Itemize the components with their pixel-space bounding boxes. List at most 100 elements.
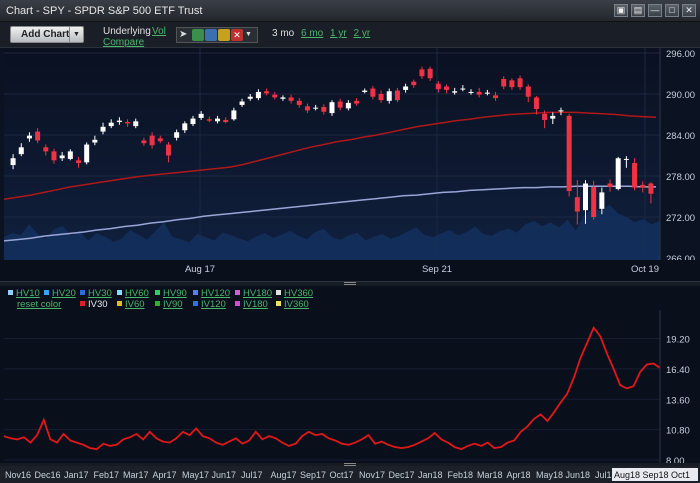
legend-swatch-icon [80,301,85,306]
candle-body [411,81,417,86]
candle [190,115,196,127]
volatility-chart[interactable]: 19.20 16.40 13.60 10.80 8.00 [0,310,700,465]
candle-body [92,139,98,143]
legend-label[interactable]: IV360 [284,299,309,310]
candle [501,76,507,90]
dropdown-icon[interactable]: ▼ [245,31,252,38]
legend-label[interactable]: HV120 [201,288,231,299]
candle [615,156,621,191]
legend-swatch-icon [8,290,13,295]
legend-item-hv60[interactable]: HV60 [117,288,149,299]
candle-body [59,155,65,159]
legend-swatch-icon [44,290,49,295]
range-2yr[interactable]: 2 yr [353,28,371,39]
cursor-icon[interactable]: ➤ [179,29,188,40]
candle-body [206,119,212,121]
y-tick-label: 284.00 [666,131,695,142]
legend-item-iv120[interactable]: IV120 [193,299,226,310]
legend-item-hv90[interactable]: HV90 [155,288,187,299]
range-1yr[interactable]: 1 yr [330,28,347,39]
candle [329,100,335,116]
candle [133,118,139,129]
bottom-divider[interactable] [0,463,700,467]
candle-body [280,97,286,99]
candle-body [26,135,32,139]
candle-body [542,113,548,120]
camera-icon[interactable]: ▣ [614,4,628,17]
candle [550,112,556,125]
refresh-icon[interactable] [192,29,204,41]
price-chart[interactable]: 296.00 290.00 284.00 278.00 272.00 266.00 Aug … [0,48,700,283]
print-icon[interactable]: ▤ [631,4,645,17]
legend-swatch-icon [155,290,160,295]
y-tick-label: 290.00 [666,90,695,101]
legend-item-iv60[interactable]: IV60 [117,299,145,310]
legend-item-hv120[interactable]: HV120 [193,288,230,299]
legend-label[interactable]: IV120 [201,299,226,310]
candle [533,96,539,115]
window-title: Chart - SPY - SPDR S&P 500 ETF Trust [6,5,203,17]
range-highlight[interactable] [612,468,698,481]
draw-line-icon[interactable] [205,29,217,41]
delete-icon[interactable]: ✕ [231,29,243,41]
candle-body [321,106,327,112]
legend-label[interactable]: IV180 [243,299,268,310]
candle [632,158,638,191]
legend-item-hv10[interactable]: HV10 [8,288,40,299]
legend-item-hv30[interactable]: HV30 [80,288,112,299]
candle-body [215,118,221,122]
candle [419,66,425,79]
legend-label[interactable]: HV360 [284,288,314,299]
candle [599,187,605,215]
minimize-icon[interactable]: — [648,4,662,17]
legend-label[interactable]: HV20 [52,288,76,299]
legend-label[interactable]: HV30 [88,288,112,299]
reset-color-link[interactable]: reset color [17,299,61,310]
candle [484,89,490,96]
candle [76,156,82,168]
legend-label[interactable]: IV60 [125,299,145,310]
candle-body [615,158,621,189]
candle [296,98,302,108]
candle-body [100,126,106,132]
candle [288,94,294,104]
legend-item-iv30[interactable]: IV30 [80,299,108,310]
close-icon[interactable]: ✕ [682,4,696,17]
candle [321,104,327,115]
x-axis-band [0,260,700,283]
legend-item-iv90[interactable]: IV90 [155,299,183,310]
vol-link[interactable]: Vol [152,26,166,37]
x-tick-label: Dec16 [35,470,61,480]
chevron-down-icon[interactable]: ▼ [69,27,83,42]
color-icon[interactable] [218,29,230,41]
add-chart-button[interactable]: Add Chart ▼ [10,26,84,43]
candle-body [501,78,507,87]
legend-item-hv20[interactable]: HV20 [44,288,76,299]
range-6mo[interactable]: 6 mo [301,28,324,39]
legend-label[interactable]: IV30 [88,299,108,310]
candle [640,181,646,193]
maximize-icon[interactable]: □ [665,4,679,17]
candle-body [640,184,646,188]
x-tick-label: Dec17 [389,470,415,480]
resize-grip-icon[interactable] [344,463,356,466]
legend-label[interactable]: HV180 [243,288,273,299]
reset-color-label[interactable]: reset color [17,299,62,310]
range-3mo[interactable]: 3 mo [272,28,295,39]
panel-divider[interactable] [0,281,700,286]
legend-label[interactable]: HV10 [16,288,40,299]
legend-item-hv360[interactable]: HV360 [276,288,313,299]
candle [92,135,98,146]
candle-body [345,102,351,109]
y-tick-label: 278.00 [666,172,695,183]
legend-label[interactable]: IV90 [163,299,183,310]
legend-item-iv360[interactable]: IV360 [276,299,309,310]
resize-grip-icon[interactable] [344,282,356,285]
candle-body [174,132,180,138]
compare-link[interactable]: Compare [103,37,145,48]
legend-swatch-icon [117,290,122,295]
legend-item-iv180[interactable]: IV180 [235,299,268,310]
legend-label[interactable]: HV90 [163,288,187,299]
legend-item-hv180[interactable]: HV180 [235,288,272,299]
legend-label[interactable]: HV60 [125,288,149,299]
